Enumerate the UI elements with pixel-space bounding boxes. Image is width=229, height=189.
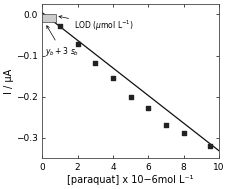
Text: LOD ($\mu$mol L$^{-1}$): LOD ($\mu$mol L$^{-1}$) (59, 16, 134, 33)
Point (76, 43, 79, 46)
Bar (42, 14, 56, 22)
Point (147, 107, 150, 110)
Point (182, 131, 185, 134)
Point (93, 61, 97, 64)
X-axis label: [paraquat] x 10−6mol L⁻¹: [paraquat] x 10−6mol L⁻¹ (67, 175, 194, 185)
Point (58, 24, 62, 27)
Point (129, 95, 133, 98)
Point (111, 77, 115, 80)
Y-axis label: I / μA: I / μA (4, 69, 14, 94)
Point (164, 123, 168, 126)
Point (208, 144, 212, 147)
Text: $y_b + 3\ s_b$: $y_b + 3\ s_b$ (45, 26, 79, 58)
